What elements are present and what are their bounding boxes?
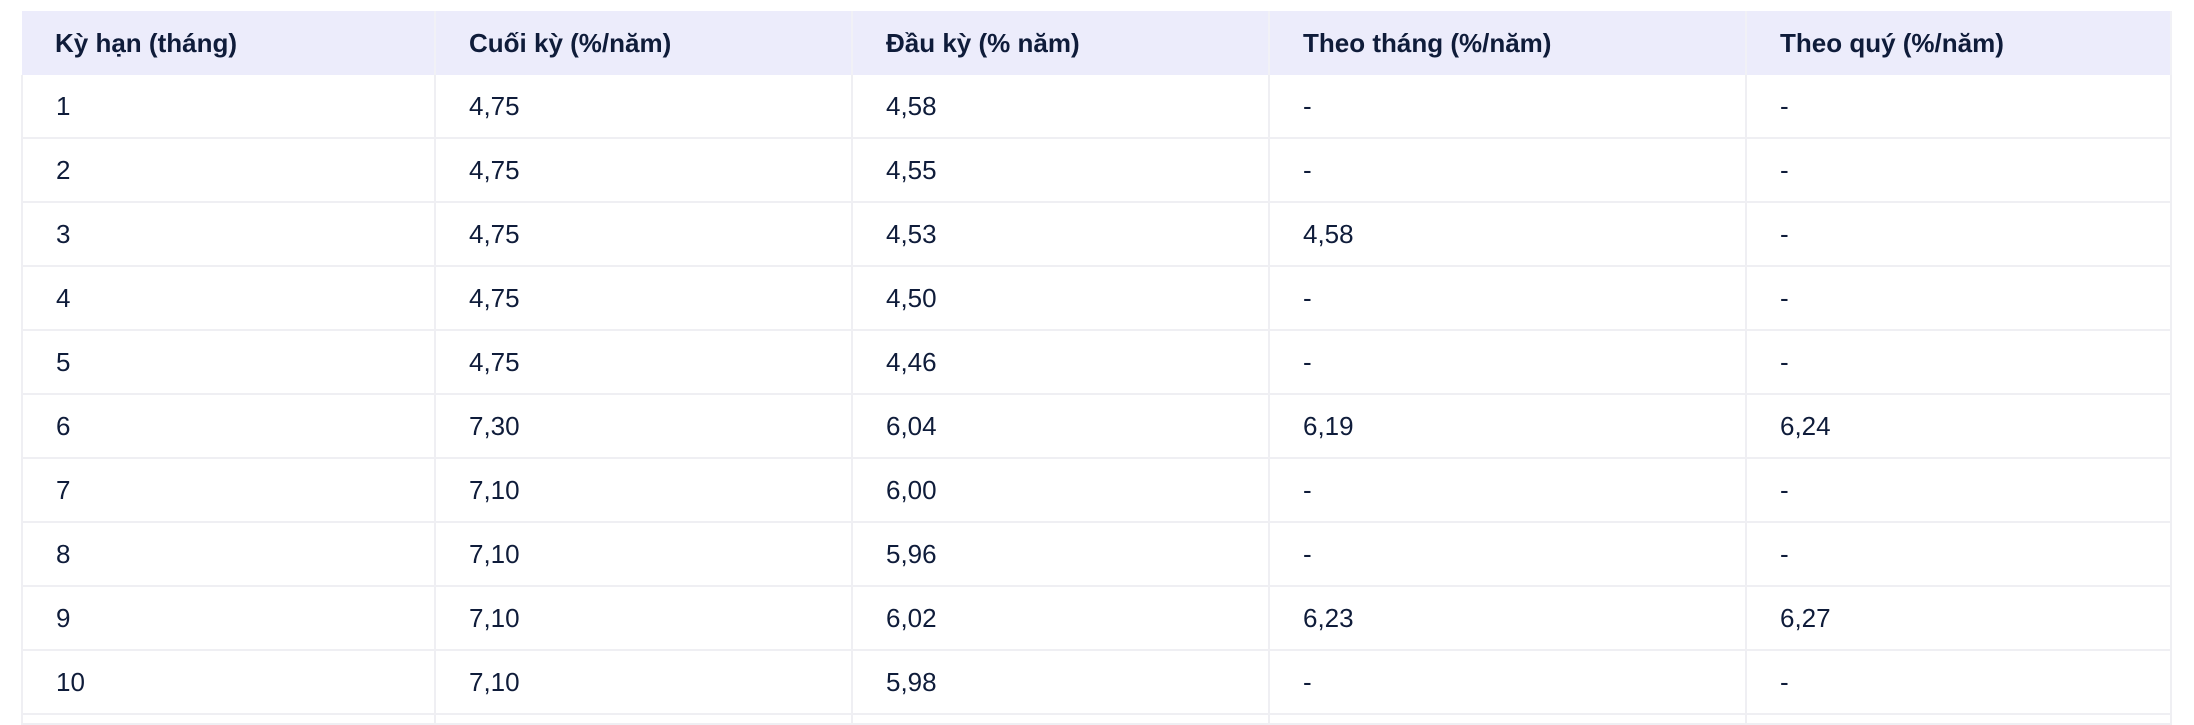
cell-end-of-term: 7,10 bbox=[434, 522, 853, 587]
cell-term: 9 bbox=[21, 586, 436, 651]
cell-quarterly: - bbox=[1745, 330, 2172, 395]
cell-term: 10 bbox=[21, 650, 436, 715]
table-row: 9 7,10 6,02 6,23 6,27 bbox=[21, 586, 2172, 651]
cell-term: 7 bbox=[21, 458, 436, 523]
cell-quarterly: - bbox=[1745, 138, 2172, 203]
cell-monthly: - bbox=[1268, 650, 1747, 715]
cell-end-of-term: 7,10 bbox=[434, 586, 853, 651]
cell-quarterly: - bbox=[1745, 266, 2172, 331]
cell-monthly: - bbox=[1268, 138, 1747, 203]
cell-term: 6 bbox=[21, 394, 436, 459]
cell-start-of-term: 6,04 bbox=[851, 394, 1270, 459]
header-start-of-term: Đầu kỳ (% năm) bbox=[852, 11, 1270, 75]
cell-end-of-term: 7,10 bbox=[434, 650, 853, 715]
table-row: 10 7,10 5,98- - bbox=[21, 650, 2172, 715]
header-end-of-term: Cuối kỳ (%/năm) bbox=[435, 11, 853, 75]
cell-empty bbox=[851, 714, 1270, 725]
cell-quarterly: - bbox=[1745, 75, 2172, 139]
cell-term: 2 bbox=[21, 138, 436, 203]
cell-monthly: - bbox=[1268, 75, 1747, 139]
cell-start-of-term: 4,50 bbox=[851, 266, 1270, 331]
table-row: 7 7,10 6,00- - bbox=[21, 458, 2172, 523]
cell-monthly: - bbox=[1268, 266, 1747, 331]
cell-quarterly: 6,24 bbox=[1745, 394, 2172, 459]
cell-quarterly: - bbox=[1745, 650, 2172, 715]
header-quarterly: Theo quý (%/năm) bbox=[1746, 11, 2172, 75]
cell-start-of-term: 4,55 bbox=[851, 138, 1270, 203]
cell-monthly: 6,19 bbox=[1268, 394, 1747, 459]
cell-monthly: 6,23 bbox=[1268, 586, 1747, 651]
cell-start-of-term: 4,53 bbox=[851, 202, 1270, 267]
cell-end-of-term: 4,75 bbox=[434, 138, 853, 203]
table-row: 2 4,75 4,55- - bbox=[21, 138, 2172, 203]
cell-term: 5 bbox=[21, 330, 436, 395]
cell-end-of-term: 4,75 bbox=[434, 266, 853, 331]
table-row: 8 7,10 5,96- - bbox=[21, 522, 2172, 587]
table-row: 3 4,75 4,53 4,58- bbox=[21, 202, 2172, 267]
cell-end-of-term: 4,75 bbox=[434, 202, 853, 267]
cell-end-of-term: 4,75 bbox=[434, 330, 853, 395]
cell-term: 8 bbox=[21, 522, 436, 587]
table-row-partial bbox=[21, 714, 2172, 725]
cell-empty bbox=[1745, 714, 2172, 725]
table-row: 4 4,75 4,50- - bbox=[21, 266, 2172, 331]
cell-start-of-term: 6,00 bbox=[851, 458, 1270, 523]
cell-quarterly: - bbox=[1745, 522, 2172, 587]
cell-monthly: - bbox=[1268, 522, 1747, 587]
cell-end-of-term: 7,30 bbox=[434, 394, 853, 459]
table-row: 6 7,30 6,04 6,19 6,24 bbox=[21, 394, 2172, 459]
cell-monthly: - bbox=[1268, 458, 1747, 523]
cell-quarterly: - bbox=[1745, 458, 2172, 523]
cell-start-of-term: 4,58 bbox=[851, 75, 1270, 139]
cell-empty bbox=[21, 714, 436, 725]
cell-empty bbox=[434, 714, 853, 725]
cell-empty bbox=[1268, 714, 1747, 725]
cell-start-of-term: 5,96 bbox=[851, 522, 1270, 587]
cell-start-of-term: 5,98 bbox=[851, 650, 1270, 715]
header-monthly: Theo tháng (%/năm) bbox=[1269, 11, 1747, 75]
cell-end-of-term: 4,75 bbox=[434, 75, 853, 139]
cell-term: 1 bbox=[21, 75, 436, 139]
table-row: 1 4,75 4,58- - bbox=[21, 75, 2172, 139]
cell-start-of-term: 4,46 bbox=[851, 330, 1270, 395]
cell-quarterly: - bbox=[1745, 202, 2172, 267]
cell-start-of-term: 6,02 bbox=[851, 586, 1270, 651]
cell-term: 4 bbox=[21, 266, 436, 331]
cell-monthly: 4,58 bbox=[1268, 202, 1747, 267]
cell-quarterly: 6,27 bbox=[1745, 586, 2172, 651]
cell-term: 3 bbox=[21, 202, 436, 267]
interest-rate-table: Kỳ hạn (tháng) Cuối kỳ (%/năm) Đầu kỳ (%… bbox=[21, 11, 2172, 725]
header-term: Kỳ hạn (tháng) bbox=[22, 11, 436, 75]
table-row: 5 4,75 4,46- - bbox=[21, 330, 2172, 395]
cell-monthly: - bbox=[1268, 330, 1747, 395]
cell-end-of-term: 7,10 bbox=[434, 458, 853, 523]
table-header-row: Kỳ hạn (tháng) Cuối kỳ (%/năm) Đầu kỳ (%… bbox=[22, 11, 2172, 75]
